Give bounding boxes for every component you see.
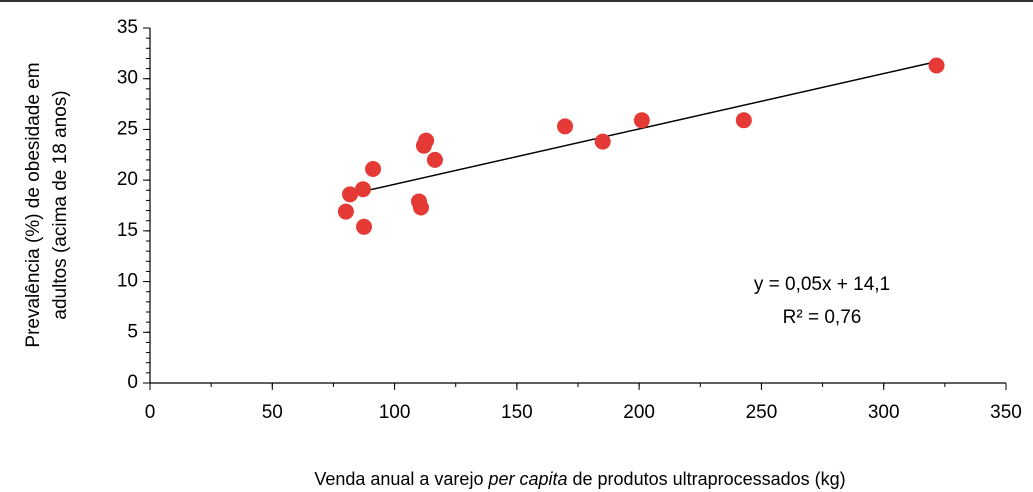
r-squared: R² = 0,76 <box>783 307 862 328</box>
y-axis-label: Prevalência (%) de obesidade em adultos … <box>23 62 71 347</box>
point <box>356 218 372 235</box>
point <box>342 186 359 203</box>
x-axis-label-part: Venda anual a varejo <box>314 469 488 489</box>
y-tick-label: 20 <box>117 169 138 190</box>
y-tick-label: 0 <box>127 372 138 393</box>
y-axis-label-line: Prevalência (%) de obesidade em <box>23 62 44 347</box>
point <box>633 112 650 129</box>
equation: y = 0,05x + 14,1 <box>754 274 890 295</box>
x-tick-label: 50 <box>262 402 283 423</box>
y-tick-label: 15 <box>117 220 138 241</box>
x-axis-label-part: per capita <box>487 469 567 489</box>
y-tick-label: 30 <box>117 68 138 89</box>
y-tick-label: 25 <box>117 118 138 139</box>
trendline <box>345 61 933 197</box>
y-tick-label: 10 <box>117 271 138 292</box>
point <box>355 181 372 198</box>
point <box>337 203 354 220</box>
y-axis-label-line: adultos (acima de 18 anos) <box>50 90 71 319</box>
point <box>557 118 574 135</box>
y-tick-label: 35 <box>117 17 138 38</box>
point <box>735 112 752 129</box>
point <box>412 199 429 216</box>
point <box>426 151 443 168</box>
x-tick-label: 300 <box>868 402 900 423</box>
x-tick-label: 250 <box>746 402 778 423</box>
point <box>928 57 945 74</box>
x-tick-label: 150 <box>501 402 533 423</box>
y-tick-label: 5 <box>127 321 138 342</box>
x-axis-label: Venda anual a varejo per capita de produ… <box>314 469 845 489</box>
point <box>418 132 435 149</box>
x-tick-label: 350 <box>990 402 1022 423</box>
point <box>365 160 382 177</box>
x-tick-label: 200 <box>623 402 655 423</box>
point <box>594 133 611 150</box>
x-tick-label: 100 <box>379 402 411 423</box>
x-axis-label-part: de produtos ultraprocessados (kg) <box>568 469 846 489</box>
x-tick-label: 0 <box>145 402 156 423</box>
